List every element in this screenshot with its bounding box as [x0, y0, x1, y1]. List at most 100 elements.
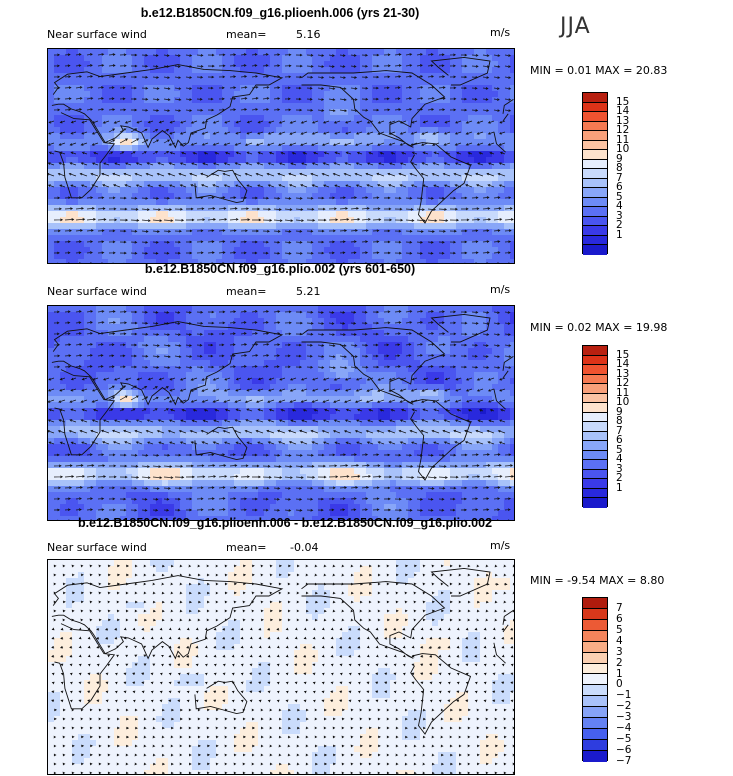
colorbar-tick-label: 2: [616, 656, 623, 669]
colorbar-swatch: [583, 619, 607, 631]
colorbar-swatch: [583, 245, 607, 255]
colorbar-tick-label: 6: [616, 612, 623, 625]
colorbar-swatch: [583, 188, 607, 198]
panel-2-colorbar: [582, 345, 608, 508]
colorbar-swatch: [583, 696, 607, 708]
panel-1-min-max: MIN = 0.01 MAX = 20.83: [530, 64, 668, 77]
colorbar-swatch: [583, 393, 607, 404]
colorbar-swatch: [583, 93, 607, 103]
colorbar-swatch: [583, 412, 607, 423]
panel-2-wind-map: [47, 305, 515, 521]
colorbar-swatch: [583, 608, 607, 620]
colorbar-tick-label: 15: [616, 348, 630, 361]
colorbar-swatch: [583, 739, 607, 751]
panel-2-units: m/s: [490, 283, 511, 296]
colorbar-tick-label: 5: [616, 623, 623, 636]
colorbar-tick-label: 3: [616, 645, 623, 658]
colorbar-tick-label: 2: [616, 472, 623, 485]
colorbar-swatch: [583, 488, 607, 499]
colorbar-tick-label: −5: [616, 733, 632, 746]
colorbar-swatch: [583, 750, 607, 762]
colorbar-swatch: [583, 121, 607, 132]
colorbar-swatch: [583, 630, 607, 642]
coastline: [301, 581, 446, 659]
colorbar-swatch: [583, 450, 607, 461]
panel-3-min-max: MIN = -9.54 MAX = 8.80: [530, 574, 665, 587]
colorbar-tick-label: 6: [616, 434, 623, 447]
colorbar-swatch: [583, 140, 607, 151]
colorbar-tick-label: 1: [616, 667, 623, 680]
coastline: [410, 399, 472, 481]
colorbar-swatch: [583, 102, 607, 113]
colorbar-swatch: [583, 216, 607, 227]
panel-1-wind-map: [47, 48, 515, 264]
colorbar-swatch: [583, 150, 607, 160]
colorbar-swatch: [583, 663, 607, 675]
colorbar-swatch: [583, 365, 607, 375]
colorbar-swatch: [583, 431, 607, 442]
colorbar-swatch: [583, 498, 607, 508]
panel-2-field-label: Near surface wind: [47, 285, 147, 298]
colorbar-swatch: [583, 235, 607, 246]
colorbar-swatch: [583, 169, 607, 179]
coastline: [54, 369, 509, 456]
colorbar-tick-label: 1: [616, 481, 623, 494]
colorbar-tick-label: 13: [616, 114, 630, 127]
coastline: [54, 112, 509, 199]
season-label: JJA: [560, 14, 591, 39]
colorbar-tick-label: 7: [616, 424, 623, 437]
colorbar-tick-label: 14: [616, 105, 630, 118]
panel-2-mean-label: mean=: [226, 285, 267, 298]
coastline: [301, 327, 446, 405]
wind-vectors: [48, 310, 514, 520]
colorbar-swatch: [583, 674, 607, 686]
colorbar-tick-label: −2: [616, 700, 632, 713]
colorbar-swatch: [583, 374, 607, 385]
colorbar-tick-label: 4: [616, 453, 623, 466]
coastline: [430, 313, 491, 343]
panel-3-field-label: Near surface wind: [47, 541, 147, 554]
colorbar-swatch: [583, 355, 607, 366]
wind-vectors: [48, 53, 514, 263]
colorbar-swatch: [583, 479, 607, 489]
colorbar-swatch: [583, 403, 607, 413]
colorbar-swatch: [583, 707, 607, 719]
colorbar-tick-label: 9: [616, 405, 623, 418]
panel-1-mean-value: 5.16: [296, 28, 321, 41]
colorbar-swatch: [583, 641, 607, 653]
colorbar-tick-label: 11: [616, 386, 630, 399]
panel-2-mean-value: 5.21: [296, 285, 321, 298]
colorbar-tick-label: 0: [616, 678, 623, 691]
colorbar-tick-label: 1: [616, 228, 623, 241]
colorbar-tick-label: 11: [616, 133, 630, 146]
colorbar-swatch: [583, 178, 607, 189]
colorbar-swatch: [583, 226, 607, 236]
coastline: [430, 56, 491, 86]
colorbar-tick-label: 12: [616, 377, 630, 390]
colorbar-tick-label: 3: [616, 209, 623, 222]
panel-1-mean-label: mean=: [226, 28, 267, 41]
panel-3-wind-map: [47, 559, 515, 775]
colorbar-tick-label: −4: [616, 722, 632, 735]
colorbar-tick-label: 6: [616, 181, 623, 194]
coastline: [194, 426, 248, 461]
colorbar-tick-label: 4: [616, 200, 623, 213]
panel-1-colorbar: [582, 92, 608, 255]
colorbar-tick-label: 10: [616, 143, 630, 156]
colorbar-swatch: [583, 598, 607, 609]
coastline: [301, 70, 446, 148]
colorbar-swatch: [583, 207, 607, 217]
wind-vectors: [51, 564, 514, 774]
colorbar-tick-label: −1: [616, 689, 632, 702]
colorbar-tick-label: 12: [616, 124, 630, 137]
colorbar-tick-label: 9: [616, 152, 623, 165]
colorbar-swatch: [583, 159, 607, 170]
colorbar-swatch: [583, 422, 607, 432]
colorbar-tick-label: 7: [616, 171, 623, 184]
colorbar-tick-label: 4: [616, 634, 623, 647]
colorbar-swatch: [583, 652, 607, 664]
colorbar-swatch: [583, 346, 607, 356]
coastline: [51, 321, 514, 406]
coastline: [194, 169, 248, 204]
coastline: [51, 575, 514, 660]
